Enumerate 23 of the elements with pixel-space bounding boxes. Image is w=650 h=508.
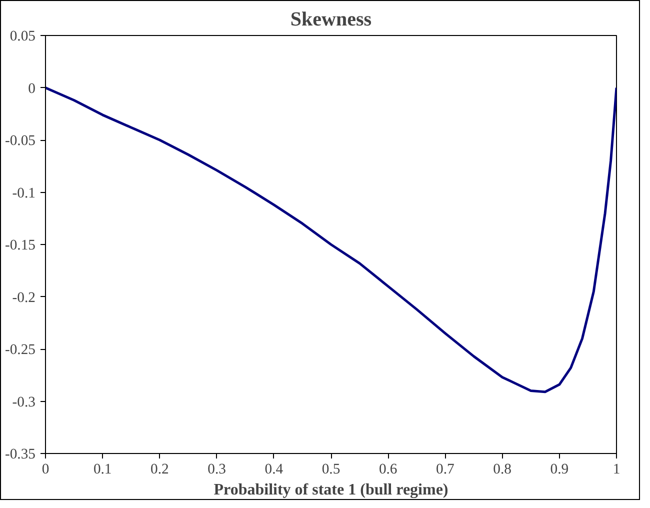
x-tick-label: 0 [42, 462, 50, 478]
y-tick-label: -0.25 [4, 342, 36, 358]
y-tick-label: -0.1 [12, 185, 36, 202]
y-tick-label: 0.05 [10, 28, 36, 44]
x-tick-label: 0.4 [264, 462, 284, 478]
y-tick-label: -0.3 [12, 394, 36, 410]
x-tick-label: 0.2 [150, 462, 169, 478]
chart-title: Skewness [290, 8, 372, 30]
x-tick-label: 0.7 [436, 462, 454, 478]
y-tick-label: -0.15 [4, 238, 36, 254]
x-tick-label: 0.3 [208, 462, 226, 478]
y-tick-label: -0.2 [12, 290, 36, 306]
y-tick-label: 0 [28, 80, 36, 97]
y-tick-label: -0.35 [4, 446, 36, 462]
y-tick-label: -0.05 [4, 133, 36, 149]
x-tick-label: 0.1 [93, 462, 112, 478]
x-axis-title: Probability of state 1 (bull regime) [214, 482, 448, 498]
line-series [46, 86, 616, 394]
x-tick-label: 0.8 [493, 462, 512, 478]
x-tick-label: 0.6 [378, 462, 398, 478]
x-tick-label: 1 [612, 462, 620, 478]
x-tick-label: 0.9 [550, 462, 569, 478]
x-tick-label: 0.5 [322, 462, 340, 478]
